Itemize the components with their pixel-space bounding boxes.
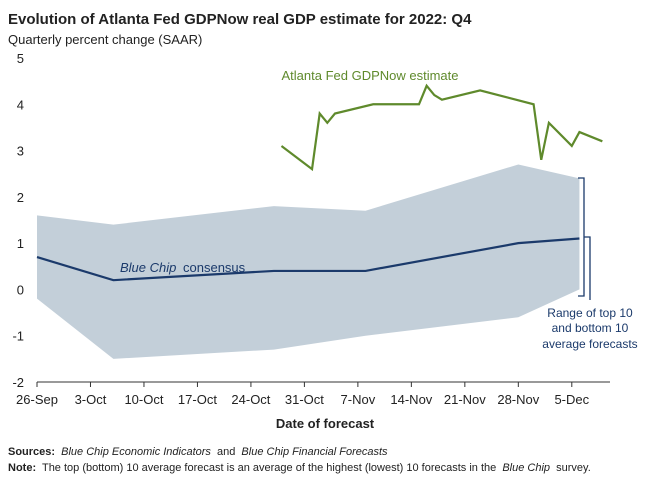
y-tick-label: 0: [17, 282, 24, 297]
series-line: [36, 237, 580, 282]
x-axis-label: Date of forecast: [276, 416, 375, 431]
y-tick-label: 2: [17, 190, 24, 205]
chart-title: Evolution of Atlanta Fed GDPNow real GDP…: [8, 11, 472, 28]
consensus-annotation-part: Blue Chip: [120, 260, 176, 275]
sources-text: and: [217, 446, 235, 458]
x-tick-label: 28-Nov: [497, 392, 539, 407]
range-bracket: [578, 177, 591, 300]
note-text: Blue Chip: [502, 462, 550, 474]
range-annotation: and bottom 10: [552, 321, 629, 335]
note: Note: The top (bottom) 10 average foreca…: [8, 462, 591, 474]
range-annotation: average forecasts: [542, 337, 637, 351]
note-text: The top (bottom) 10 average forecast is …: [42, 462, 496, 474]
x-tick-label: 17-Oct: [178, 392, 217, 407]
range-annotation: Range of top 10: [547, 306, 633, 320]
sources-text: Blue Chip Economic Indicators: [61, 446, 211, 458]
chart-subtitle: Quarterly percent change (SAAR): [8, 32, 202, 47]
y-tick-label: 4: [17, 97, 24, 112]
x-tick-label: 10-Oct: [124, 392, 163, 407]
sources-label: Sources:: [8, 446, 55, 458]
y-tick-label: -2: [12, 375, 24, 390]
x-tick-label: 21-Nov: [444, 392, 486, 407]
x-tick-label: 5-Dec: [554, 392, 589, 407]
gdpnow-annotation: Atlanta Fed GDPNow estimate: [281, 68, 458, 83]
x-tick-label: 26-Sep: [16, 392, 58, 407]
y-tick-label: 3: [17, 144, 24, 159]
series-line: [280, 83, 603, 172]
y-tick-label: -1: [12, 329, 24, 344]
y-tick-label: 1: [17, 236, 24, 251]
consensus-annotation: Blue Chip consensus: [120, 260, 246, 275]
sources: Sources: Blue Chip Economic Indicators a…: [8, 446, 388, 458]
x-tick-label: 24-Oct: [231, 392, 270, 407]
note-label: Note:: [8, 462, 36, 474]
note-text: survey.: [556, 462, 591, 474]
range-band: [37, 164, 580, 359]
x-tick-label: 14-Nov: [390, 392, 432, 407]
x-tick-label: 3-Oct: [75, 392, 107, 407]
x-tick-label: 7-Nov: [341, 392, 376, 407]
x-tick-label: 31-Oct: [285, 392, 324, 407]
y-tick-label: 5: [17, 51, 24, 66]
sources-text: Blue Chip Financial Forecasts: [241, 446, 388, 458]
consensus-annotation-part: consensus: [183, 260, 246, 275]
